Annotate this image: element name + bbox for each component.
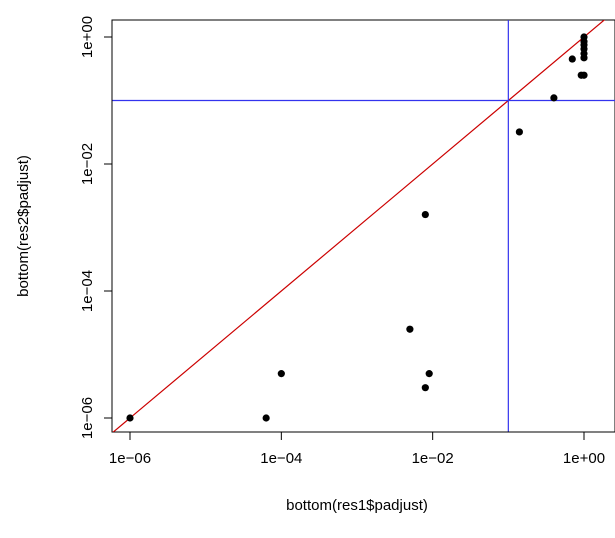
diagonal-reference-line bbox=[112, 20, 606, 432]
x-tick-label: 1e+00 bbox=[563, 450, 605, 467]
data-point bbox=[421, 210, 429, 219]
data-point bbox=[550, 94, 558, 102]
data-point bbox=[515, 128, 523, 136]
x-axis-label: bottom(res1$padjust) bbox=[286, 497, 428, 514]
x-tick-label: 1e−02 bbox=[412, 450, 454, 467]
x-tick-label: 1e−04 bbox=[260, 450, 302, 467]
data-point bbox=[568, 55, 576, 63]
data-point bbox=[126, 414, 134, 422]
data-point bbox=[406, 325, 414, 333]
data-point bbox=[262, 414, 270, 422]
y-tick-label: 1e−02 bbox=[79, 143, 96, 185]
y-tick-label: 1e−06 bbox=[79, 397, 96, 439]
data-point bbox=[580, 71, 588, 79]
y-axis-label: bottom(res2$padjust) bbox=[15, 155, 32, 297]
data-point bbox=[277, 370, 285, 378]
x-tick-label: 1e−06 bbox=[109, 450, 151, 467]
data-point bbox=[421, 384, 429, 392]
data-point bbox=[580, 33, 588, 41]
y-tick-label: 1e−04 bbox=[79, 270, 96, 312]
data-point bbox=[425, 370, 433, 378]
y-tick-label: 1e+00 bbox=[79, 16, 96, 58]
